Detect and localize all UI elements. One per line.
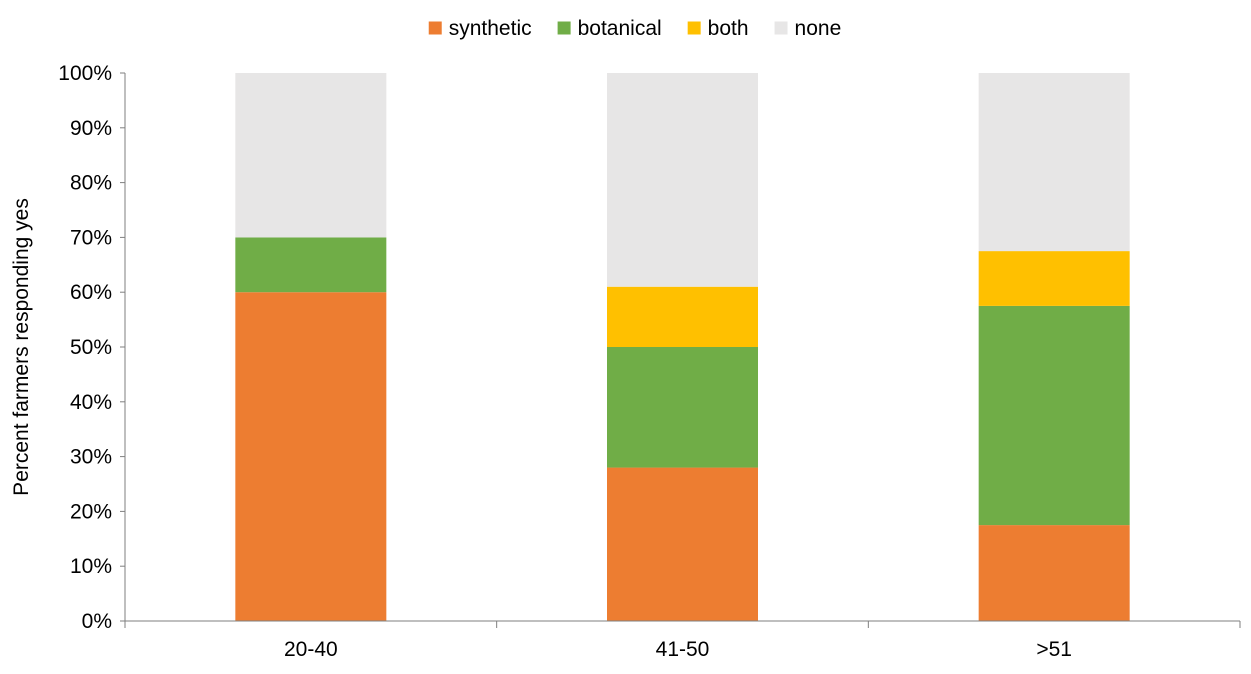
y-tick-label: 40% xyxy=(70,391,112,414)
legend-label: none xyxy=(795,17,842,40)
y-tick-label: 10% xyxy=(70,555,112,578)
legend-item-both: both xyxy=(687,17,749,40)
legend-label: botanical xyxy=(578,17,662,40)
bar-segment-synthetic-41-50 xyxy=(607,467,758,621)
legend-swatch xyxy=(687,21,701,35)
y-axis-label: Percent farmers responding yes xyxy=(10,198,33,496)
legend-swatch xyxy=(774,21,788,35)
x-tick-label: 20-40 xyxy=(284,638,338,661)
x-tick-label: 41-50 xyxy=(656,638,710,661)
bar-segment-botanical-20-40 xyxy=(235,237,387,293)
bar-segment-none-41-50 xyxy=(607,73,758,287)
y-tick-label: 20% xyxy=(70,500,112,523)
y-tick-label: 70% xyxy=(70,226,112,249)
bar-segment-botanical-41-50 xyxy=(607,347,758,468)
legend-item-botanical: botanical xyxy=(557,17,662,40)
bar-segment-both-51 xyxy=(978,251,1130,306)
bar-segment-botanical-51 xyxy=(978,305,1130,526)
y-tick-label: 80% xyxy=(70,172,112,195)
bar-segment-none-51 xyxy=(978,73,1130,252)
y-tick-label: 50% xyxy=(70,336,112,359)
y-tick-label: 30% xyxy=(70,446,112,469)
legend-item-none: none xyxy=(774,17,842,40)
y-axis: 0% 10% 20% 30% 40% 50% 60% 70% 80% 90% 100% xyxy=(58,62,126,633)
bar-segment-synthetic-20-40 xyxy=(235,292,387,621)
legend-label: synthetic xyxy=(449,17,532,40)
legend-item-synthetic: synthetic xyxy=(428,17,532,40)
y-tick-label: 90% xyxy=(70,117,112,140)
legend-label: both xyxy=(708,17,749,40)
legend-swatch xyxy=(557,21,571,35)
y-tick-label: 0% xyxy=(82,610,112,633)
y-tick-label: 100% xyxy=(58,62,112,85)
bar-segment-none-20-40 xyxy=(235,73,387,238)
bar-segment-both-41-50 xyxy=(607,286,758,347)
x-tick-label: >51 xyxy=(1036,638,1072,661)
legend: synthetic botanical both none xyxy=(428,17,842,40)
legend-swatch xyxy=(428,21,442,35)
bars xyxy=(235,73,1130,621)
bar-segment-synthetic-51 xyxy=(978,525,1130,621)
x-axis: 20-40 41-50 >51 xyxy=(124,620,1241,661)
y-tick-label: 60% xyxy=(70,281,112,304)
